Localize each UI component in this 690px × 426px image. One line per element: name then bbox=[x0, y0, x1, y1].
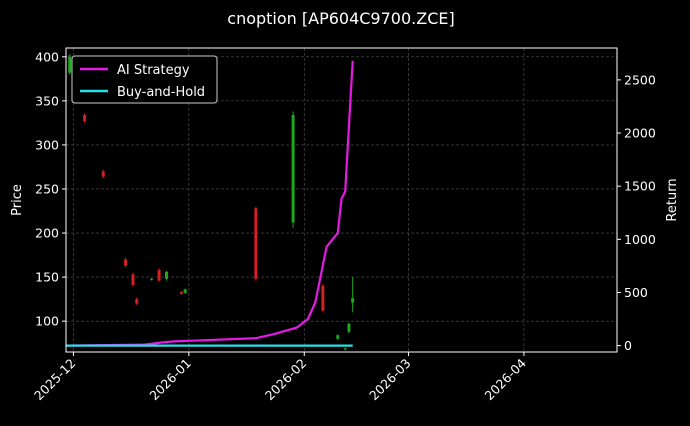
candle-body bbox=[179, 292, 183, 294]
y-axis-label-right: Return bbox=[665, 178, 680, 221]
y-tick-label-left: 100 bbox=[35, 314, 59, 329]
plot-frame bbox=[65, 47, 618, 353]
candle-body bbox=[291, 114, 295, 223]
candle-body bbox=[150, 278, 154, 280]
y-tick-label-right: 2500 bbox=[624, 72, 656, 87]
candle-body bbox=[343, 348, 347, 350]
y-tick-label-left: 400 bbox=[35, 49, 59, 64]
candle-body bbox=[157, 270, 161, 281]
legend-label-buy-and-hold: Buy-and-Hold bbox=[117, 85, 205, 100]
x-tick-label: 2026-04 bbox=[482, 355, 530, 403]
x-tick-label: 2026-02 bbox=[262, 356, 310, 404]
y-tick-label-left: 350 bbox=[35, 93, 59, 108]
x-tick-label: 2025-12 bbox=[31, 356, 79, 404]
y-tick-label-right: 0 bbox=[624, 338, 632, 353]
y-tick-label-left: 200 bbox=[35, 226, 59, 241]
candle-body bbox=[83, 114, 87, 122]
x-tick-label: 2026-01 bbox=[146, 356, 194, 404]
y-tick-label-right: 2000 bbox=[624, 126, 656, 141]
candle-body bbox=[347, 323, 351, 332]
series-lines bbox=[65, 60, 354, 347]
candle-body bbox=[124, 259, 128, 266]
legend: AI Strategy Buy-and-Hold bbox=[71, 55, 218, 104]
ai-strategy-line bbox=[65, 60, 354, 347]
candle-body bbox=[101, 171, 105, 177]
x-tick-label: 2026-03 bbox=[366, 356, 414, 404]
chart-title: cnoption [AP604C9700.ZCE] bbox=[227, 9, 454, 28]
candle-body bbox=[68, 56, 72, 73]
candle-body bbox=[135, 299, 139, 304]
candles bbox=[68, 54, 355, 351]
y-tick-label-right: 500 bbox=[624, 285, 648, 300]
y-tick-label-right: 1000 bbox=[624, 232, 656, 247]
y-tick-label-left: 250 bbox=[35, 181, 59, 196]
y-tick-label-left: 150 bbox=[35, 270, 59, 285]
candle-body bbox=[336, 335, 340, 339]
y-tick-label-right: 1500 bbox=[624, 179, 656, 194]
y-axis-label-left: Price bbox=[10, 184, 25, 216]
candle-body bbox=[183, 289, 187, 293]
candle-body bbox=[321, 285, 325, 311]
candle-body bbox=[351, 298, 355, 303]
legend-label-ai-strategy: AI Strategy bbox=[117, 63, 190, 78]
candle-body bbox=[254, 208, 258, 279]
candle-body bbox=[165, 271, 169, 279]
legend-box bbox=[71, 55, 218, 104]
y-tick-label-left: 300 bbox=[35, 137, 59, 152]
candle-body bbox=[131, 274, 135, 286]
